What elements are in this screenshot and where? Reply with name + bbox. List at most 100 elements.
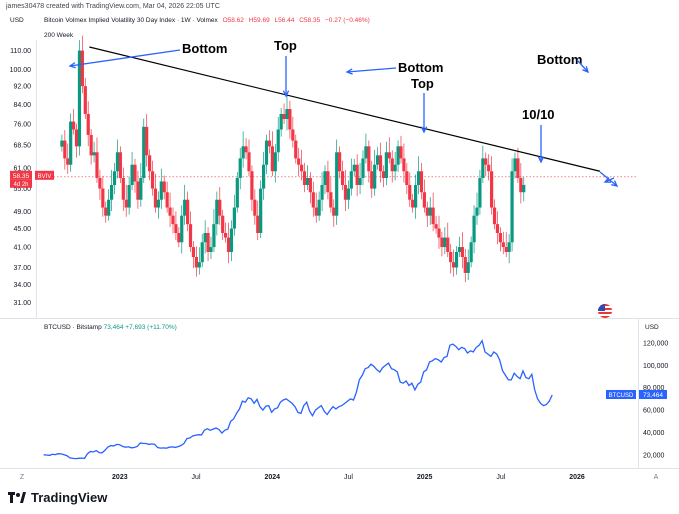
candle-body: [481, 158, 485, 178]
candle-body: [206, 232, 210, 252]
x-tick-label: 2026: [569, 474, 585, 481]
candle-body: [183, 199, 187, 216]
candle-body: [329, 192, 333, 208]
candle-body: [422, 192, 426, 208]
candle-body: [262, 164, 266, 189]
candle-body: [437, 228, 441, 238]
candle-body: [338, 152, 342, 172]
candle-body: [209, 247, 213, 252]
tradingview-brand[interactable]: TradingView: [8, 490, 107, 505]
candle-body: [472, 215, 476, 243]
candle-body: [267, 140, 272, 147]
candle-body: [355, 164, 359, 185]
candle-body: [279, 113, 283, 130]
ohlc-low: L56.44: [274, 17, 295, 24]
candle-body: [124, 199, 128, 208]
top-y-tick-label: 49.00: [13, 209, 31, 216]
candle-body: [320, 184, 324, 200]
candle-body: [434, 224, 438, 229]
symbol-title: Bitcoin Volmex Implied Volatility 30 Day…: [44, 17, 218, 24]
top-y-tick-label: 37.00: [13, 265, 31, 272]
candle-body: [340, 171, 345, 185]
candle-body: [238, 158, 242, 178]
annotation-label: Bottom: [537, 52, 583, 67]
btc-legend: BTCUSD · Bitstamp 73,464 +7,693 (+11.70%…: [44, 324, 177, 331]
x-tick-label: Jul: [344, 474, 353, 481]
btc-symbol-badge-text: BTCUSD: [609, 393, 634, 399]
candle-body: [460, 247, 464, 258]
annotation-label: Bottom: [398, 60, 444, 75]
candle-body: [454, 251, 459, 268]
candle-body: [244, 146, 248, 153]
candle-body: [174, 224, 178, 233]
candle-body: [346, 188, 350, 200]
candle-body: [101, 188, 105, 208]
annotation-label: 10/10: [522, 107, 555, 122]
annotation-arrow: [599, 171, 618, 187]
candle-body: [232, 207, 236, 229]
annotation-arrow-head: [345, 68, 353, 75]
candle-body: [285, 109, 289, 120]
candle-body: [256, 215, 260, 233]
candle-body: [159, 181, 163, 200]
btc-symbol-badge: [606, 390, 636, 400]
top-y-tick-label: 84.00: [13, 102, 31, 109]
candle-body: [72, 121, 76, 130]
bottom-y-tick-label: 80,000: [643, 385, 665, 392]
candle-body: [139, 178, 143, 200]
candle-body: [326, 171, 330, 193]
candle-body: [300, 164, 304, 172]
annotation-arrow: [604, 177, 615, 183]
candle-body: [194, 257, 198, 268]
candle-body: [405, 171, 409, 185]
candle-body: [153, 188, 158, 208]
candle-body: [495, 224, 500, 233]
annotation-arrow-head: [611, 180, 619, 187]
candle-body: [302, 171, 307, 185]
candle-body: [83, 86, 87, 114]
candle-body: [226, 237, 231, 252]
candle-body: [110, 184, 114, 200]
candle-body: [186, 199, 190, 225]
candle-body: [229, 228, 234, 252]
candle-body: [490, 171, 494, 208]
x-tick-label: 2023: [112, 474, 128, 481]
candle-body: [60, 140, 64, 147]
candle-body: [381, 171, 386, 178]
candle-body: [475, 207, 479, 216]
created-line: james30478 created with TradingView.com,…: [6, 3, 220, 10]
annotation-arrow-head: [537, 156, 545, 164]
candle-body: [492, 207, 497, 225]
candle-body: [150, 171, 155, 189]
candle-body: [291, 129, 295, 141]
candle-body: [95, 152, 99, 178]
candle-body: [428, 207, 432, 216]
candle-body: [136, 181, 140, 200]
candle-body: [332, 207, 336, 216]
candle-body: [501, 242, 505, 248]
x-tick-label: Jul: [192, 474, 201, 481]
candle-body: [452, 262, 456, 268]
us-flag-icon[interactable]: [598, 304, 612, 318]
candle-body: [449, 251, 453, 263]
candle-body: [191, 247, 196, 258]
candle-body: [92, 152, 96, 156]
top-y-tick-label: 45.00: [13, 226, 31, 233]
candle-body: [148, 155, 152, 172]
candle-body: [224, 232, 228, 238]
candle-body: [510, 171, 514, 243]
candle-body: [516, 158, 520, 178]
candle-body: [314, 207, 318, 216]
candle-body: [112, 171, 117, 185]
candle-body: [367, 146, 371, 172]
candle-body: [282, 113, 286, 120]
candle-body: [349, 171, 353, 189]
candle-body: [343, 184, 348, 200]
annotation-arrow-head: [420, 126, 428, 134]
candle-body: [419, 171, 424, 193]
x-tick-label: 2025: [417, 474, 433, 481]
candle-body: [294, 140, 298, 159]
bottom-y-tick-label: 60,000: [643, 408, 665, 415]
candle-body: [507, 242, 511, 252]
